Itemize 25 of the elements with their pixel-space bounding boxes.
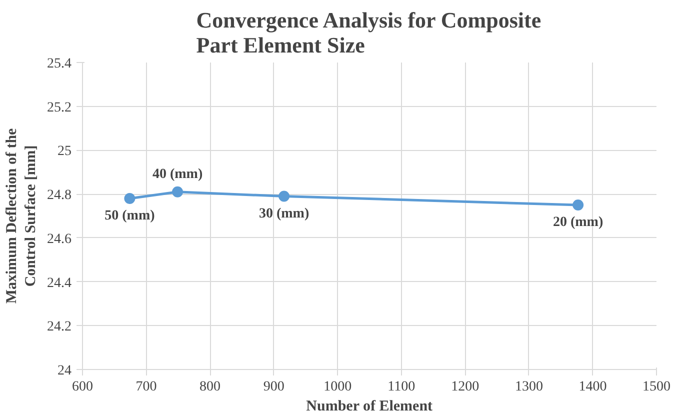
x-tick-label: 1100 [388,380,416,394]
x-tick-label: 600 [72,380,93,394]
x-tick-label: 900 [263,380,284,394]
x-tick-label: 1400 [578,380,607,394]
y-tick-label: 24.6 [47,232,72,247]
y-tick-label: 25.2 [47,100,72,116]
y-tick-label: 25.4 [47,56,72,72]
x-tick-label: 800 [200,380,221,394]
annotation: 50 (mm) [104,208,156,224]
x-tick-label: 1300 [514,380,543,394]
y-tick-label: 24.4 [47,276,72,291]
annotation: 20 (mm) [552,215,604,230]
x-tick-label: 700 [136,380,157,394]
y-tick-label: 24.2 [47,320,72,335]
y-tick-label: 24.8 [47,188,72,204]
y-tick-label: 24 [58,364,72,378]
annotation: 40 (mm) [152,166,203,182]
y-tick-label: 25 [58,144,72,160]
chart-title: Convergence Analysis for Composite Part Element Size [196,8,542,58]
x-tick-label: 1500 [642,380,670,394]
annotation: 30 (mm) [258,206,310,222]
y-axis-title: Maximum Deflection of the Control Surface [mm] [4,128,39,304]
x-tick-label: 1000 [324,380,352,394]
x-axis-title: Number of Element [306,398,433,414]
x-tick-label: 1200 [451,380,480,394]
